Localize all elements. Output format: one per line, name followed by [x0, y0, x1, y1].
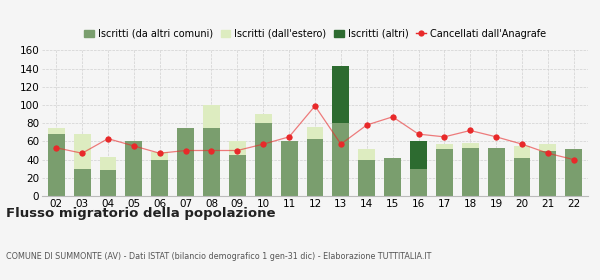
Text: Flusso migratorio della popolazione: Flusso migratorio della popolazione: [6, 207, 275, 220]
Bar: [514, 158, 530, 196]
Bar: [48, 134, 65, 196]
Bar: [410, 160, 427, 169]
Bar: [488, 148, 505, 196]
Bar: [203, 105, 220, 128]
Bar: [74, 134, 91, 169]
Bar: [539, 144, 556, 151]
Bar: [436, 144, 453, 149]
Bar: [48, 128, 65, 134]
Bar: [410, 141, 427, 169]
Bar: [74, 169, 91, 196]
Bar: [358, 149, 375, 160]
Bar: [255, 114, 272, 123]
Bar: [358, 160, 375, 196]
Bar: [255, 123, 272, 196]
Bar: [151, 152, 168, 160]
Bar: [384, 158, 401, 196]
Bar: [565, 149, 582, 196]
Bar: [177, 128, 194, 196]
Bar: [100, 157, 116, 170]
Bar: [462, 148, 479, 196]
Bar: [100, 170, 116, 196]
Bar: [332, 123, 349, 196]
Bar: [539, 151, 556, 196]
Bar: [332, 66, 349, 123]
Bar: [281, 141, 298, 196]
Bar: [436, 149, 453, 196]
Bar: [151, 160, 168, 196]
Bar: [229, 155, 246, 196]
Bar: [514, 146, 530, 158]
Text: COMUNE DI SUMMONTE (AV) - Dati ISTAT (bilancio demografico 1 gen-31 dic) - Elabo: COMUNE DI SUMMONTE (AV) - Dati ISTAT (bi…: [6, 252, 431, 261]
Bar: [307, 139, 323, 196]
Legend: Iscritti (da altri comuni), Iscritti (dall'estero), Iscritti (altri), Cancellati: Iscritti (da altri comuni), Iscritti (da…: [80, 25, 550, 43]
Bar: [229, 141, 246, 155]
Bar: [203, 128, 220, 196]
Bar: [307, 127, 323, 139]
Bar: [410, 169, 427, 196]
Bar: [462, 143, 479, 148]
Bar: [125, 141, 142, 196]
